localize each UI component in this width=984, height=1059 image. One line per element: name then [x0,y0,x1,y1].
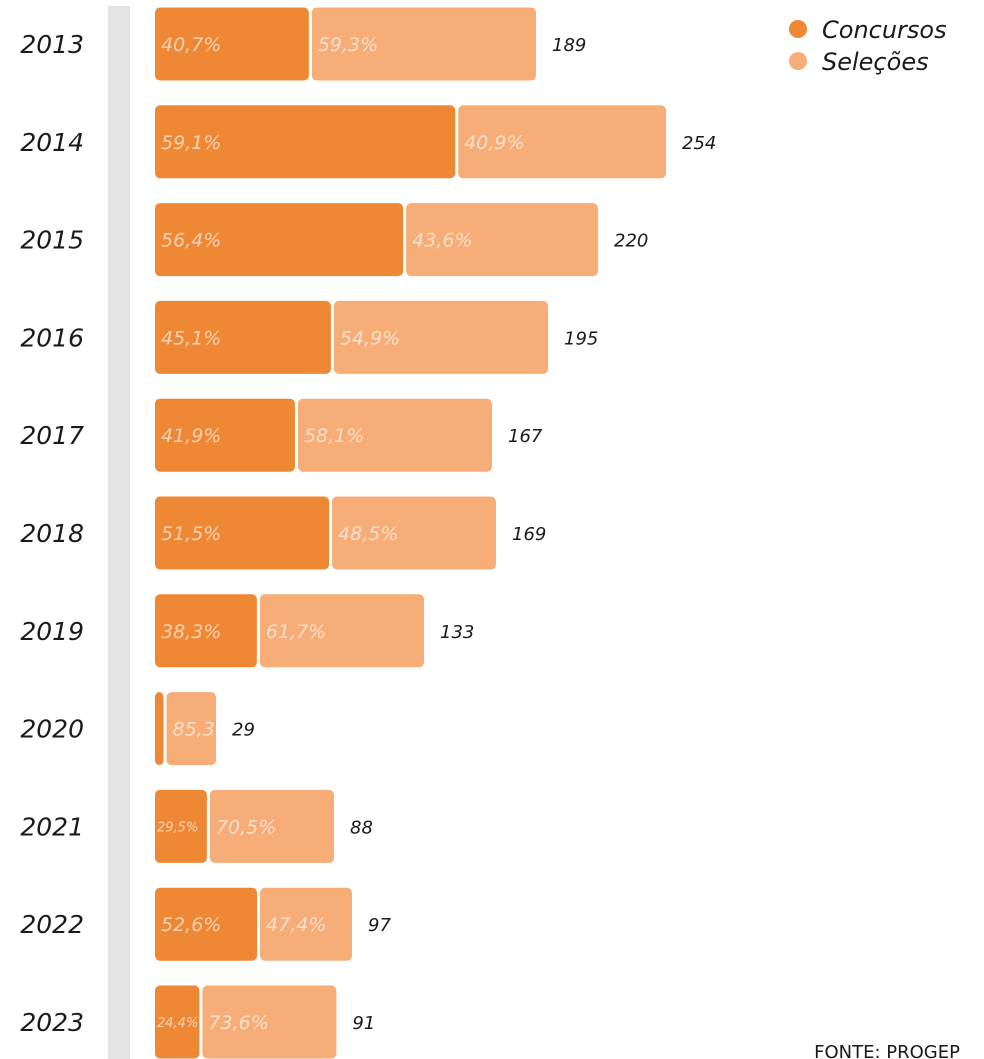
bar-concursos [155,985,200,1059]
total-label: 195 [564,328,598,349]
labels-layer: 2013 40,7% 59,3% 189 2014 59,1% 40,9% 254 2015 56… [20,30,716,1037]
pct-label-concursos: 40,7% [161,34,221,56]
pct-label-selecoes: 40,9% [464,132,524,154]
pct-label-selecoes: 85,3% [173,719,233,741]
year-label: 2021 [20,812,84,841]
pct-label-selecoes: 47,4% [266,914,326,936]
bar-selecoes [332,496,496,570]
pct-label-concursos: 29,5% [157,820,198,835]
bar-selecoes [209,789,334,863]
legend: Concursos Seleções [789,16,947,76]
bar-concursos [155,594,257,668]
year-label: 2016 [20,323,84,352]
bar-selecoes [311,7,536,81]
bars-layer [155,7,666,1059]
pct-label-selecoes: 43,6% [412,230,472,252]
year-label: 2020 [20,715,84,744]
bar-selecoes [202,985,337,1059]
legend-label-concursos: Concursos [822,16,947,44]
total-label: 133 [440,622,474,643]
bar-selecoes [333,300,548,374]
bar-concursos [155,887,258,961]
pct-label-concursos: 51,5% [161,523,221,545]
total-label: 88 [350,817,373,838]
total-label: 220 [614,231,648,252]
total-label: 189 [552,35,586,56]
bar-selecoes [297,398,492,472]
year-label: 2022 [20,910,84,939]
year-label: 2017 [20,421,84,450]
bar-concursos [155,300,331,374]
bar-concursos [155,105,456,179]
pct-label-selecoes: 70,5% [216,816,276,838]
bar-selecoes [260,887,352,961]
bar-selecoes [458,105,666,179]
legend-marker-concursos [789,20,807,38]
year-label: 2019 [20,617,84,646]
bar-concursos [155,398,295,472]
pct-label-concursos: 56,4% [161,230,221,252]
bar-selecoes [406,203,598,277]
pct-label-selecoes: 73,6% [208,1012,268,1034]
axis-band [108,6,130,1059]
legend-marker-selecoes [789,52,807,70]
total-label: 167 [508,426,543,447]
total-label: 254 [682,133,716,154]
legend-label-selecoes: Seleções [822,48,929,76]
pct-label-concursos: 41,9% [161,425,221,447]
pct-label-concursos: 24,4% [157,1016,198,1031]
source-note: FONTE: PROGEP [814,1042,960,1059]
bar-concursos [155,7,309,81]
year-label: 2023 [20,1008,84,1037]
bar-selecoes [259,594,424,668]
year-label: 2014 [20,128,84,157]
total-label: 169 [512,524,546,545]
year-label: 2018 [20,519,84,548]
pct-label-concursos: 38,3% [161,621,221,643]
year-label: 2015 [20,226,84,255]
bar-concursos [155,203,404,277]
pct-label-selecoes: 61,7% [266,621,326,643]
pct-label-selecoes: 58,1% [304,425,364,447]
pct-label-selecoes: 48,5% [338,523,398,545]
total-label: 97 [368,915,391,936]
bar-concursos [155,496,330,570]
year-label: 2013 [20,30,84,59]
pct-label-concursos: 59,1% [161,132,221,154]
total-label: 29 [232,720,255,741]
bar-selecoes [166,692,216,766]
pct-label-concursos: 52,6% [161,914,221,936]
bar-concursos [155,789,207,863]
pct-label-selecoes: 59,3% [318,34,378,56]
total-label: 91 [352,1013,375,1034]
bar-concursos [155,692,164,766]
axis-layer [108,6,130,1059]
pct-label-concursos: 45,1% [161,327,221,349]
pct-label-selecoes: 54,9% [340,327,400,349]
